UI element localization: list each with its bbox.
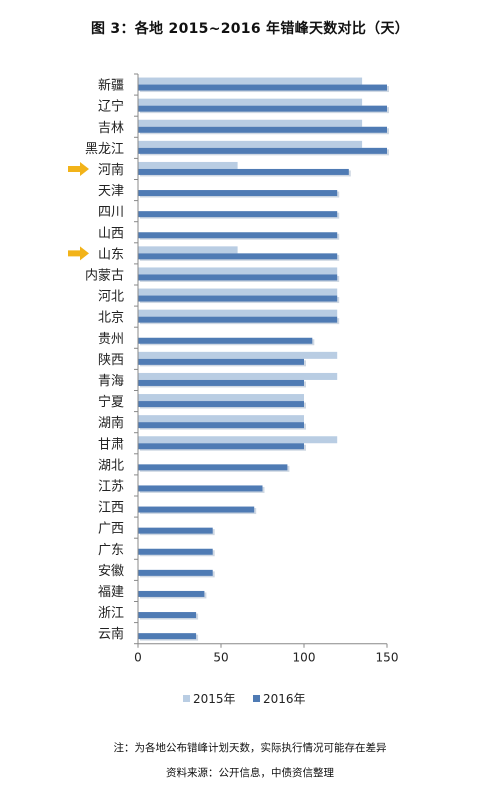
legend-label-2015: 2015年 — [193, 692, 236, 706]
category-label: 黑龙江 — [85, 142, 124, 157]
category-label: 陕西 — [98, 353, 124, 368]
bar-2016 — [138, 422, 304, 429]
bar-2016 — [138, 126, 387, 133]
bar-2015 — [138, 77, 363, 85]
category-label: 江西 — [98, 501, 124, 516]
bar-2016 — [138, 401, 304, 408]
category-label: 山东 — [98, 247, 124, 262]
bar-2016 — [138, 633, 197, 640]
x-tick-label: 0 — [134, 651, 142, 665]
bar-2015 — [138, 309, 338, 317]
bar-2015 — [138, 119, 363, 127]
bar-2016 — [138, 485, 263, 492]
bar-2016 — [138, 506, 255, 513]
bar-2016 — [138, 168, 349, 175]
category-label: 甘肃 — [98, 437, 124, 452]
bar-2016 — [138, 274, 338, 281]
category-label: 安徽 — [98, 564, 124, 579]
category-label: 江苏 — [98, 478, 124, 494]
category-label: 辽宁 — [98, 99, 124, 115]
category-label: 湖北 — [98, 458, 124, 473]
x-tick-label: 50 — [213, 651, 228, 665]
category-label: 贵州 — [98, 332, 124, 347]
category-label: 吉林 — [98, 121, 124, 136]
x-tick-label: 100 — [293, 651, 316, 665]
bar-2015 — [138, 140, 363, 148]
bar-2015 — [138, 98, 363, 106]
category-label: 广西 — [98, 522, 124, 537]
bar-2016 — [138, 84, 387, 91]
category-label: 云南 — [98, 626, 124, 642]
bar-2016 — [138, 569, 213, 576]
legend-swatch-2015 — [183, 695, 190, 702]
bar-2016 — [138, 464, 288, 471]
bar-2015 — [138, 246, 238, 254]
bar-2015 — [138, 351, 338, 359]
category-label: 内蒙古 — [85, 267, 124, 283]
category-label: 福建 — [98, 585, 124, 600]
category-label: 山西 — [98, 226, 124, 241]
bar-2016 — [138, 358, 304, 365]
category-label: 天津 — [98, 184, 124, 199]
bar-2016 — [138, 527, 213, 534]
category-label: 浙江 — [98, 606, 124, 621]
bar-2015 — [138, 288, 338, 296]
category-label: 四川 — [98, 205, 124, 220]
bar-2016 — [138, 253, 338, 260]
category-label: 湖南 — [98, 415, 124, 431]
bar-2016 — [138, 612, 197, 619]
bar-2015 — [138, 415, 304, 423]
bar-2016 — [138, 190, 338, 197]
bar-2015 — [138, 436, 338, 444]
bar-2016 — [138, 590, 205, 597]
bar-2015 — [138, 394, 304, 402]
category-label: 河南 — [98, 162, 124, 178]
legend-swatch-2016 — [253, 695, 260, 702]
bar-2016 — [138, 379, 304, 386]
legend-label-2016: 2016年 — [263, 692, 306, 706]
bar-2015 — [138, 267, 338, 275]
category-label: 宁夏 — [98, 394, 124, 410]
chart-source: 资料来源：公开信息，中债资信整理 — [166, 767, 334, 779]
bar-2016 — [138, 211, 338, 218]
bar-2016 — [138, 147, 387, 154]
category-label: 河北 — [98, 290, 124, 305]
category-label: 青海 — [98, 374, 124, 389]
x-tick-label: 150 — [376, 651, 399, 665]
bar-2016 — [138, 548, 213, 555]
category-label: 广东 — [98, 543, 124, 558]
bar-2016 — [138, 105, 387, 112]
chart-title: 图 3：各地 2015~2016 年错峰天数对比（天） — [90, 21, 410, 37]
category-label: 北京 — [98, 311, 124, 326]
chart-note: 注：为各地公布错峰计划天数，实际执行情况可能存在差异 — [113, 742, 387, 754]
bar-2015 — [138, 372, 338, 380]
bar-2016 — [138, 443, 304, 450]
highlight-arrow-icon — [68, 246, 89, 261]
highlight-arrow-icon — [68, 161, 89, 176]
bar-2015 — [138, 161, 238, 169]
bar-2016 — [138, 316, 338, 323]
bar-2016 — [138, 232, 338, 239]
category-label: 新疆 — [98, 78, 124, 94]
bar-2016 — [138, 295, 338, 302]
bar-2016 — [138, 337, 313, 344]
